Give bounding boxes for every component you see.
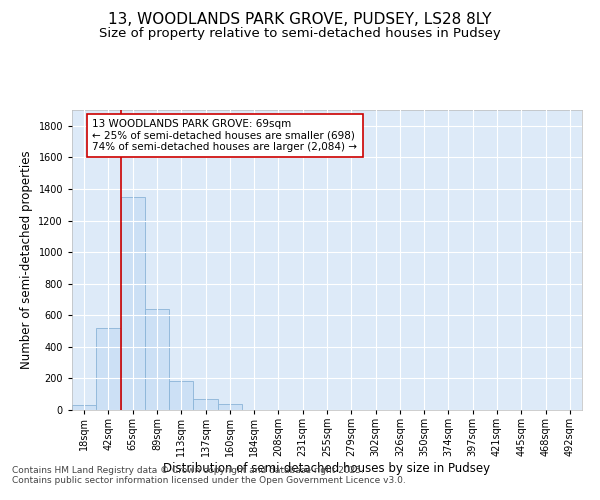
Text: 13, WOODLANDS PARK GROVE, PUDSEY, LS28 8LY: 13, WOODLANDS PARK GROVE, PUDSEY, LS28 8…	[108, 12, 492, 28]
Bar	[145, 309, 169, 410]
Text: Size of property relative to semi-detached houses in Pudsey: Size of property relative to semi-detach…	[99, 28, 501, 40]
Text: 13 WOODLANDS PARK GROVE: 69sqm
← 25% of semi-detached houses are smaller (698)
7: 13 WOODLANDS PARK GROVE: 69sqm ← 25% of …	[92, 119, 358, 152]
Text: Contains HM Land Registry data © Crown copyright and database right 2025.
Contai: Contains HM Land Registry data © Crown c…	[12, 466, 406, 485]
Bar	[96, 328, 121, 410]
Bar	[169, 381, 193, 410]
Bar	[218, 404, 242, 410]
Y-axis label: Number of semi-detached properties: Number of semi-detached properties	[20, 150, 33, 370]
Bar	[121, 197, 145, 410]
Bar	[193, 399, 218, 410]
X-axis label: Distribution of semi-detached houses by size in Pudsey: Distribution of semi-detached houses by …	[163, 462, 491, 475]
Bar	[72, 406, 96, 410]
